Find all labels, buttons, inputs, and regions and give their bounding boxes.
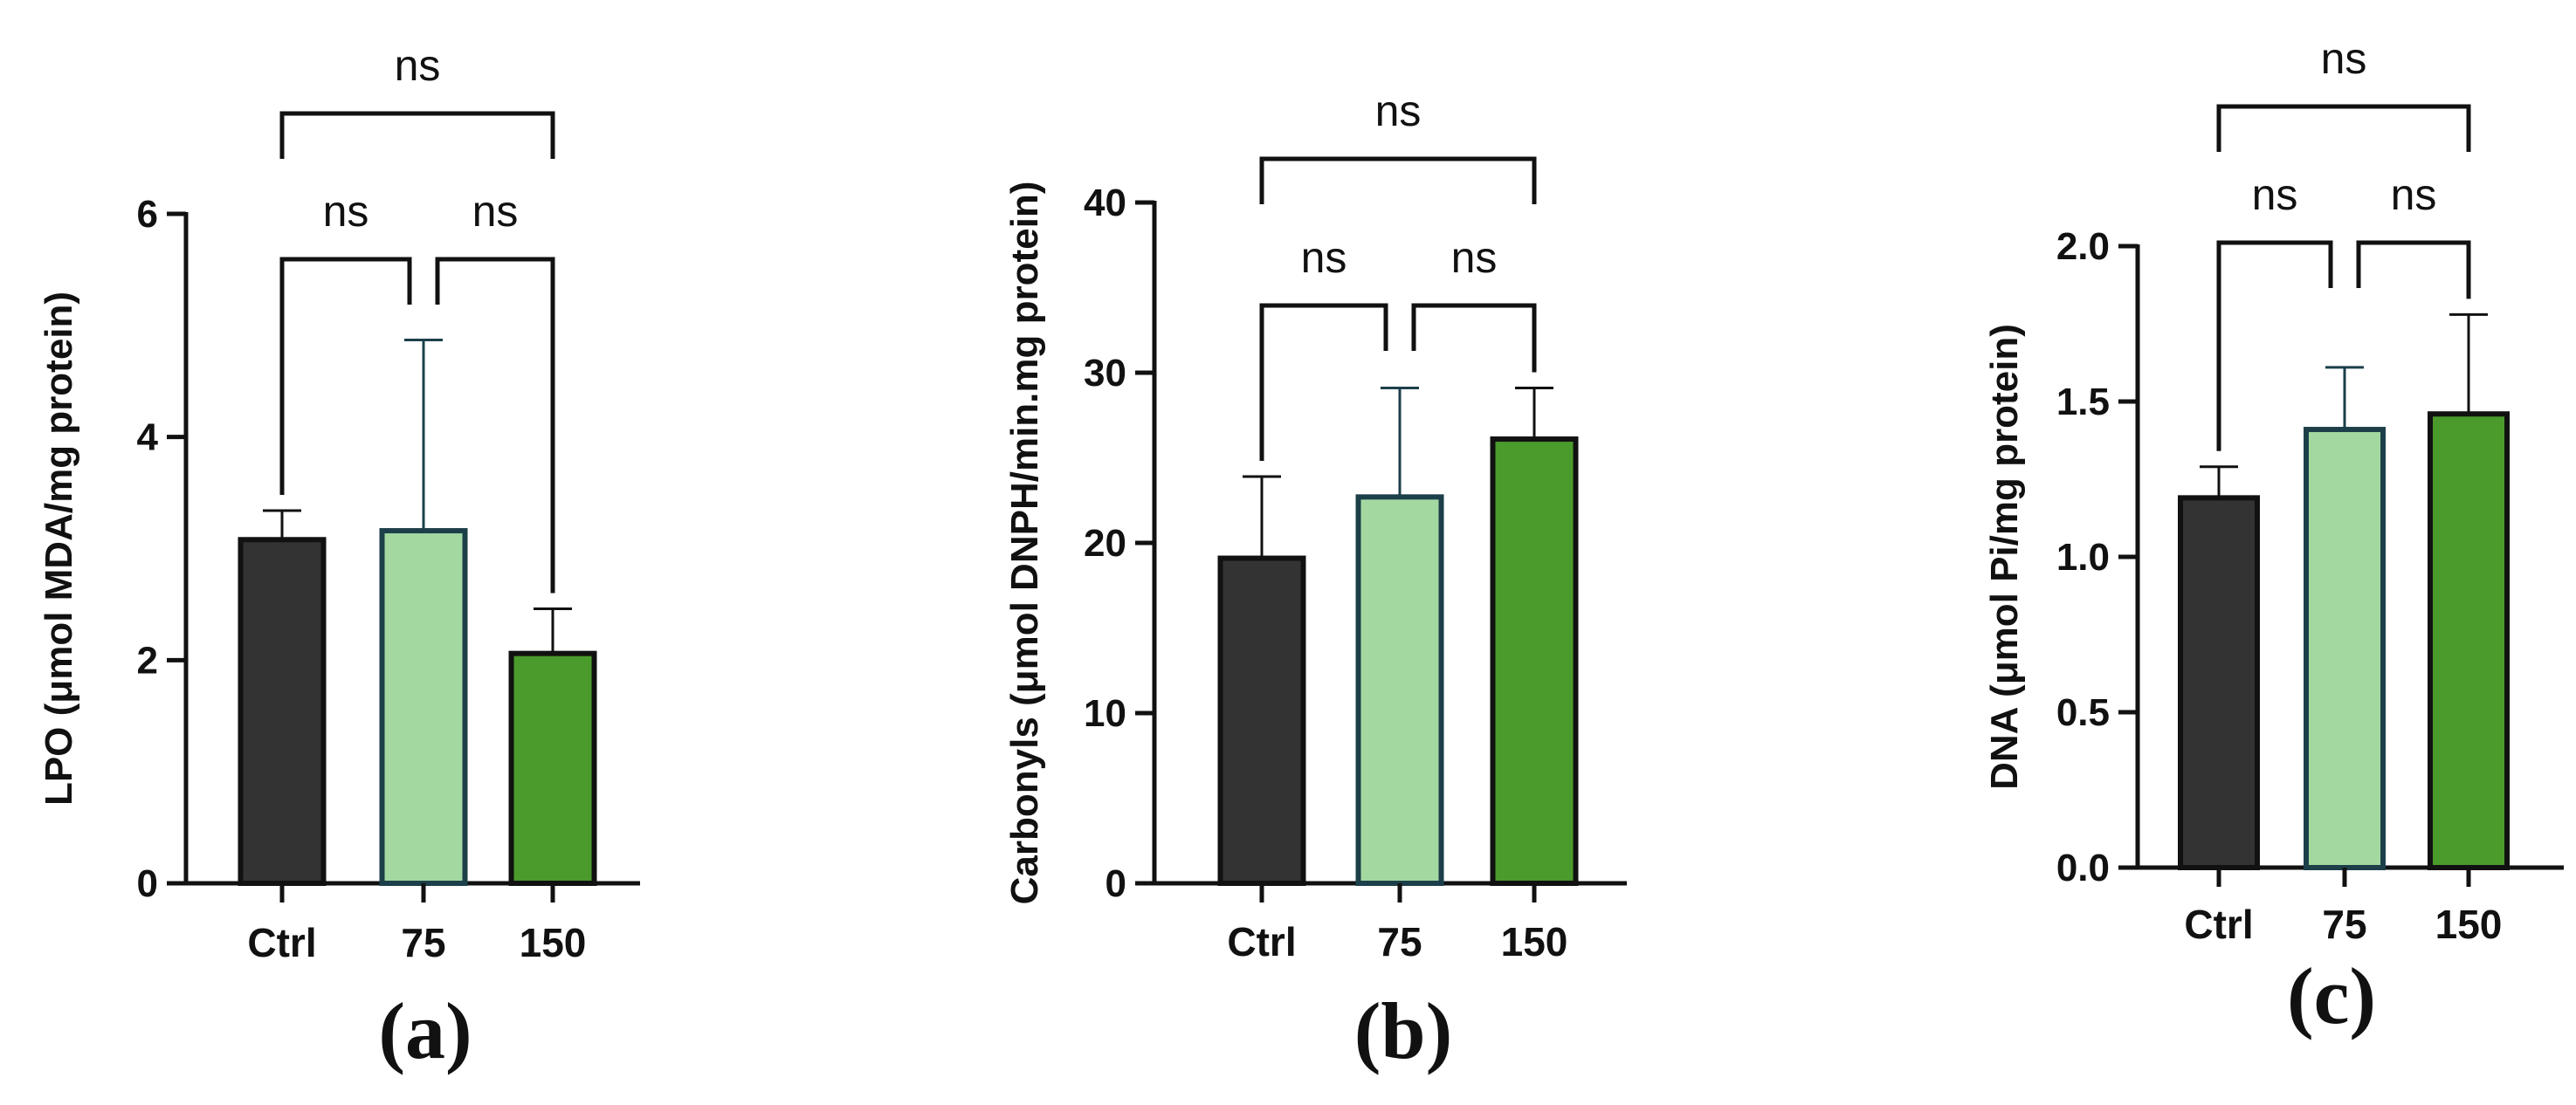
y-tick-label: 20: [1084, 522, 1126, 565]
bar-ctrl: [238, 537, 327, 886]
y-tick-label: 4: [137, 416, 159, 459]
significance-bracket: [2356, 240, 2471, 299]
bar-150: [508, 650, 597, 886]
x-tick-label: Ctrl: [247, 920, 316, 965]
y-tick-label: 0: [1105, 862, 1126, 905]
significance-bracket: [279, 257, 412, 496]
y-tick-label: 6: [137, 193, 158, 236]
significance-bracket: [279, 111, 555, 159]
bar-75: [2304, 427, 2386, 870]
y-tick-label: 40: [1084, 182, 1126, 224]
bar-150: [2428, 411, 2510, 870]
significance-label: ns: [395, 41, 441, 90]
y-tick-label: 1.5: [2056, 381, 2110, 423]
y-tick-label: 1.0: [2056, 536, 2110, 579]
x-tick-label: Ctrl: [1227, 919, 1296, 964]
y-tick-label: 30: [1084, 352, 1126, 395]
y-axis-label-unit: (μmol MDA/mg protein): [38, 292, 80, 727]
bar-75: [379, 528, 468, 887]
bar-ctrl: [1217, 555, 1306, 886]
bar-ctrl: [2178, 495, 2260, 870]
significance-label: ns: [1451, 233, 1498, 282]
significance-label: ns: [2391, 170, 2437, 219]
x-tick-label: 150: [1501, 919, 1568, 964]
significance-label: ns: [2321, 34, 2367, 83]
y-axis-label: DNA (μmol Pi/mg protein): [1983, 324, 2026, 790]
y-tick-label: 0.0: [2056, 847, 2110, 889]
panel-label: (a): [378, 986, 472, 1075]
x-tick-label: 75: [1377, 919, 1422, 964]
x-tick-label: 150: [2435, 902, 2503, 947]
bar-75: [1355, 494, 1444, 886]
panel-c: 0.0 0.5 1.0 1.5 2.0 Ctrl 75 150 ns ns ns DNA (μmol …: [1983, 34, 2564, 1040]
panel-a: 0 2 4 6 Ctrl 75 150 ns ns ns LPO (μmol MDA/mg prot…: [38, 41, 640, 1075]
significance-bracket: [1259, 156, 1537, 204]
x-tick-label: 75: [2322, 902, 2366, 947]
y-tick-label: 0.5: [2056, 691, 2110, 734]
y-axis-label-unit: (μmol DNPH/min.mg protein): [1003, 182, 1046, 717]
x-tick-label: Ctrl: [2184, 902, 2253, 947]
significance-bracket: [2216, 240, 2333, 451]
x-tick-label: 75: [401, 920, 445, 965]
y-tick-label: 10: [1084, 692, 1126, 735]
significance-bracket: [1259, 303, 1388, 461]
y-axis-label: LPO (μmol MDA/mg protein): [38, 292, 80, 806]
y-axis-label-lead: DNA: [1983, 707, 2026, 790]
x-tick-label: 150: [520, 920, 587, 965]
y-tick-label: 2.0: [2056, 225, 2110, 268]
significance-label: ns: [323, 187, 369, 236]
significance-label: ns: [1301, 233, 1347, 282]
significance-bracket: [435, 257, 555, 594]
significance-bracket: [1411, 303, 1537, 373]
panel-b: 0 10 20 30 40 Ctrl 75 150 ns ns ns Carbonyls (μmol …: [1003, 86, 1627, 1075]
panel-label: (b): [1354, 986, 1452, 1075]
significance-label: ns: [2252, 170, 2298, 219]
y-axis-label: Carbonyls (μmol DNPH/min.mg protein): [1003, 182, 1046, 905]
y-tick-label: 2: [137, 639, 158, 682]
panel-label: (c): [2287, 951, 2376, 1040]
significance-label: ns: [472, 187, 519, 236]
y-tick-label: 0: [137, 862, 158, 905]
y-axis-label-lead: LPO: [38, 727, 80, 806]
bar-150: [1490, 436, 1579, 886]
y-axis-label-lead: Carbonyls: [1003, 717, 1046, 904]
significance-label: ns: [1375, 86, 1422, 135]
y-axis-label-unit: (μmol Pi/mg protein): [1983, 324, 2026, 708]
significance-bracket: [2216, 104, 2471, 152]
